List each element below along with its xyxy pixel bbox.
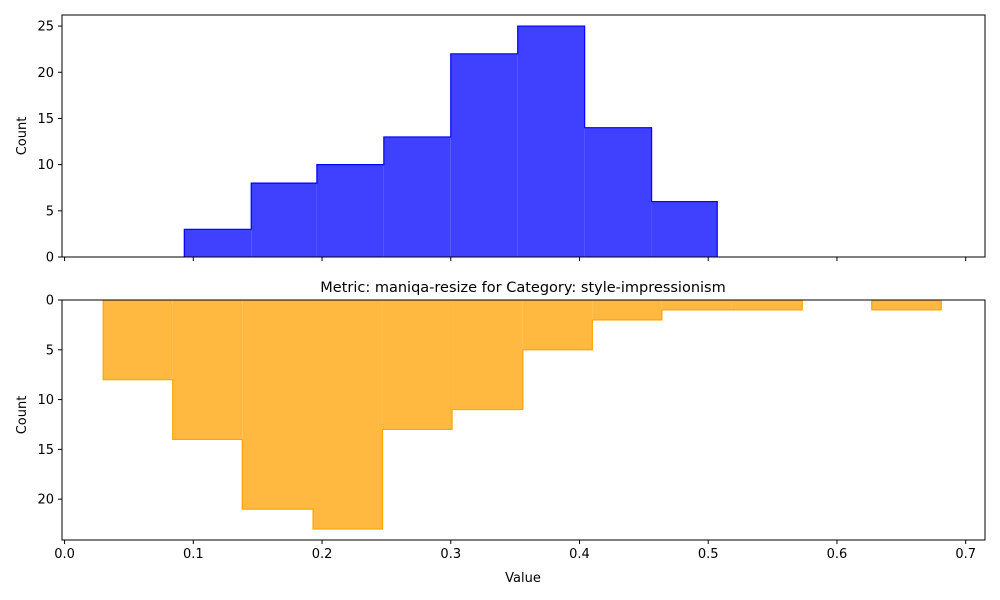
bottom-histogram-bar	[452, 300, 523, 410]
top-panel: 0 5 10 15 20 25	[37, 14, 986, 266]
top-y-tick-label: 10	[37, 158, 54, 173]
bottom-y-tick-label: 10	[37, 393, 54, 408]
bottom-y-tick-label: 15	[37, 443, 54, 458]
top-histogram-bar	[651, 201, 718, 257]
bottom-x-tick-label: 0.1	[183, 547, 204, 562]
top-axes-frame	[61, 14, 986, 258]
bottom-y-axis-label: Count	[15, 396, 30, 435]
bottom-histogram-bar	[103, 300, 173, 380]
bottom-histogram-bar	[313, 300, 383, 530]
bottom-step-outline	[871, 300, 942, 311]
bottom-step-outline	[102, 300, 803, 530]
bottom-histogram-bar	[731, 300, 803, 310]
bottom-panel: 0 5 10 15 20 0.0 0.1 0.2 0.3 0.4 0.5 0.6 0.7	[37, 294, 986, 562]
top-histogram-bar	[584, 127, 652, 258]
top-histogram-bar	[517, 26, 585, 257]
top-y-tick-label: 20	[37, 66, 54, 81]
bottom-y-tick-label: 20	[37, 493, 54, 508]
bottom-x-tick-label: 0.5	[698, 547, 719, 562]
bottom-x-tick-label: 0.4	[569, 547, 590, 562]
bottom-histogram-bar	[522, 300, 593, 350]
bottom-panel-title: Metric: maniqa-resize for Category: styl…	[320, 280, 725, 296]
top-y-tick-label: 25	[37, 20, 54, 35]
top-histogram-bar	[316, 164, 384, 257]
top-y-tick-label: 0	[46, 251, 54, 266]
top-y-axis-label: Count	[15, 117, 30, 156]
bottom-x-tick-label: 0.3	[440, 547, 461, 562]
bottom-x-tick-label: 0.7	[955, 547, 976, 562]
x-axis-label: Value	[505, 571, 541, 586]
bottom-y-tick-label: 5	[46, 343, 54, 358]
top-histogram-bar	[450, 53, 518, 258]
bottom-histogram-bar	[172, 300, 243, 440]
bottom-x-tick-label: 0.2	[312, 547, 333, 562]
bottom-y-tick-label: 0	[46, 294, 54, 309]
bottom-x-tick-label: 0.6	[827, 547, 848, 562]
top-histogram-bar	[184, 229, 252, 257]
bottom-histogram-bar	[592, 300, 662, 320]
bottom-histogram-bar	[871, 300, 942, 310]
top-y-tick-label: 5	[46, 204, 54, 219]
top-histogram-bar	[251, 183, 317, 257]
top-step-outline	[183, 25, 718, 257]
bottom-histogram-bar	[382, 300, 453, 430]
top-histogram-bar	[383, 136, 451, 257]
bottom-histogram-bar	[661, 300, 732, 310]
top-y-tick-label: 15	[37, 112, 54, 127]
bottom-x-tick-label: 0.0	[54, 547, 75, 562]
bottom-axes-frame	[61, 299, 986, 541]
bottom-histogram-bar	[242, 300, 314, 510]
